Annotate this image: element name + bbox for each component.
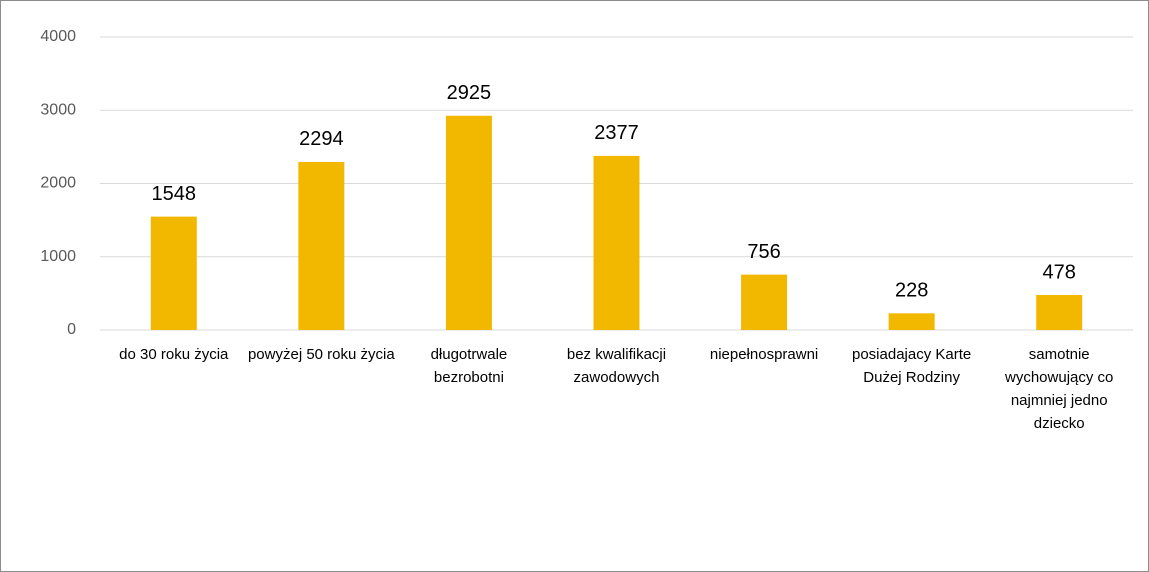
- x-tick-label: samotnie wychowujący co najmniej jedno d…: [1005, 346, 1114, 432]
- y-tick-label: 2000: [40, 175, 76, 192]
- y-tick-label: 0: [67, 321, 76, 338]
- data-label: 1548: [152, 183, 197, 205]
- data-label: 2925: [447, 82, 492, 104]
- data-label: 756: [747, 241, 780, 263]
- bar: [741, 274, 788, 330]
- bar: [150, 216, 197, 330]
- data-label: 478: [1043, 261, 1076, 283]
- bar: [593, 155, 640, 330]
- bar: [1036, 294, 1083, 330]
- bar: [445, 115, 492, 331]
- bar: [888, 313, 935, 330]
- x-tick-label: długotrwale bezrobotni: [430, 346, 508, 386]
- y-tick-label: 3000: [40, 101, 76, 118]
- y-tick-label: 4000: [40, 28, 76, 45]
- bar: [298, 161, 345, 330]
- x-tick-label: bez kwalifikacji zawodowych: [566, 346, 667, 386]
- x-tick-label: powyżej 50 roku życia: [247, 346, 395, 363]
- x-tick-label: niepełnosprawni: [709, 346, 819, 363]
- data-label: 228: [895, 280, 928, 302]
- y-tick-label: 1000: [40, 248, 76, 265]
- data-label: 2294: [299, 128, 344, 150]
- x-tick-label: posiadajacy Karte Dużej Rodziny: [852, 346, 972, 386]
- x-tick-label: do 30 roku życia: [119, 346, 229, 363]
- data-label: 2377: [594, 122, 639, 144]
